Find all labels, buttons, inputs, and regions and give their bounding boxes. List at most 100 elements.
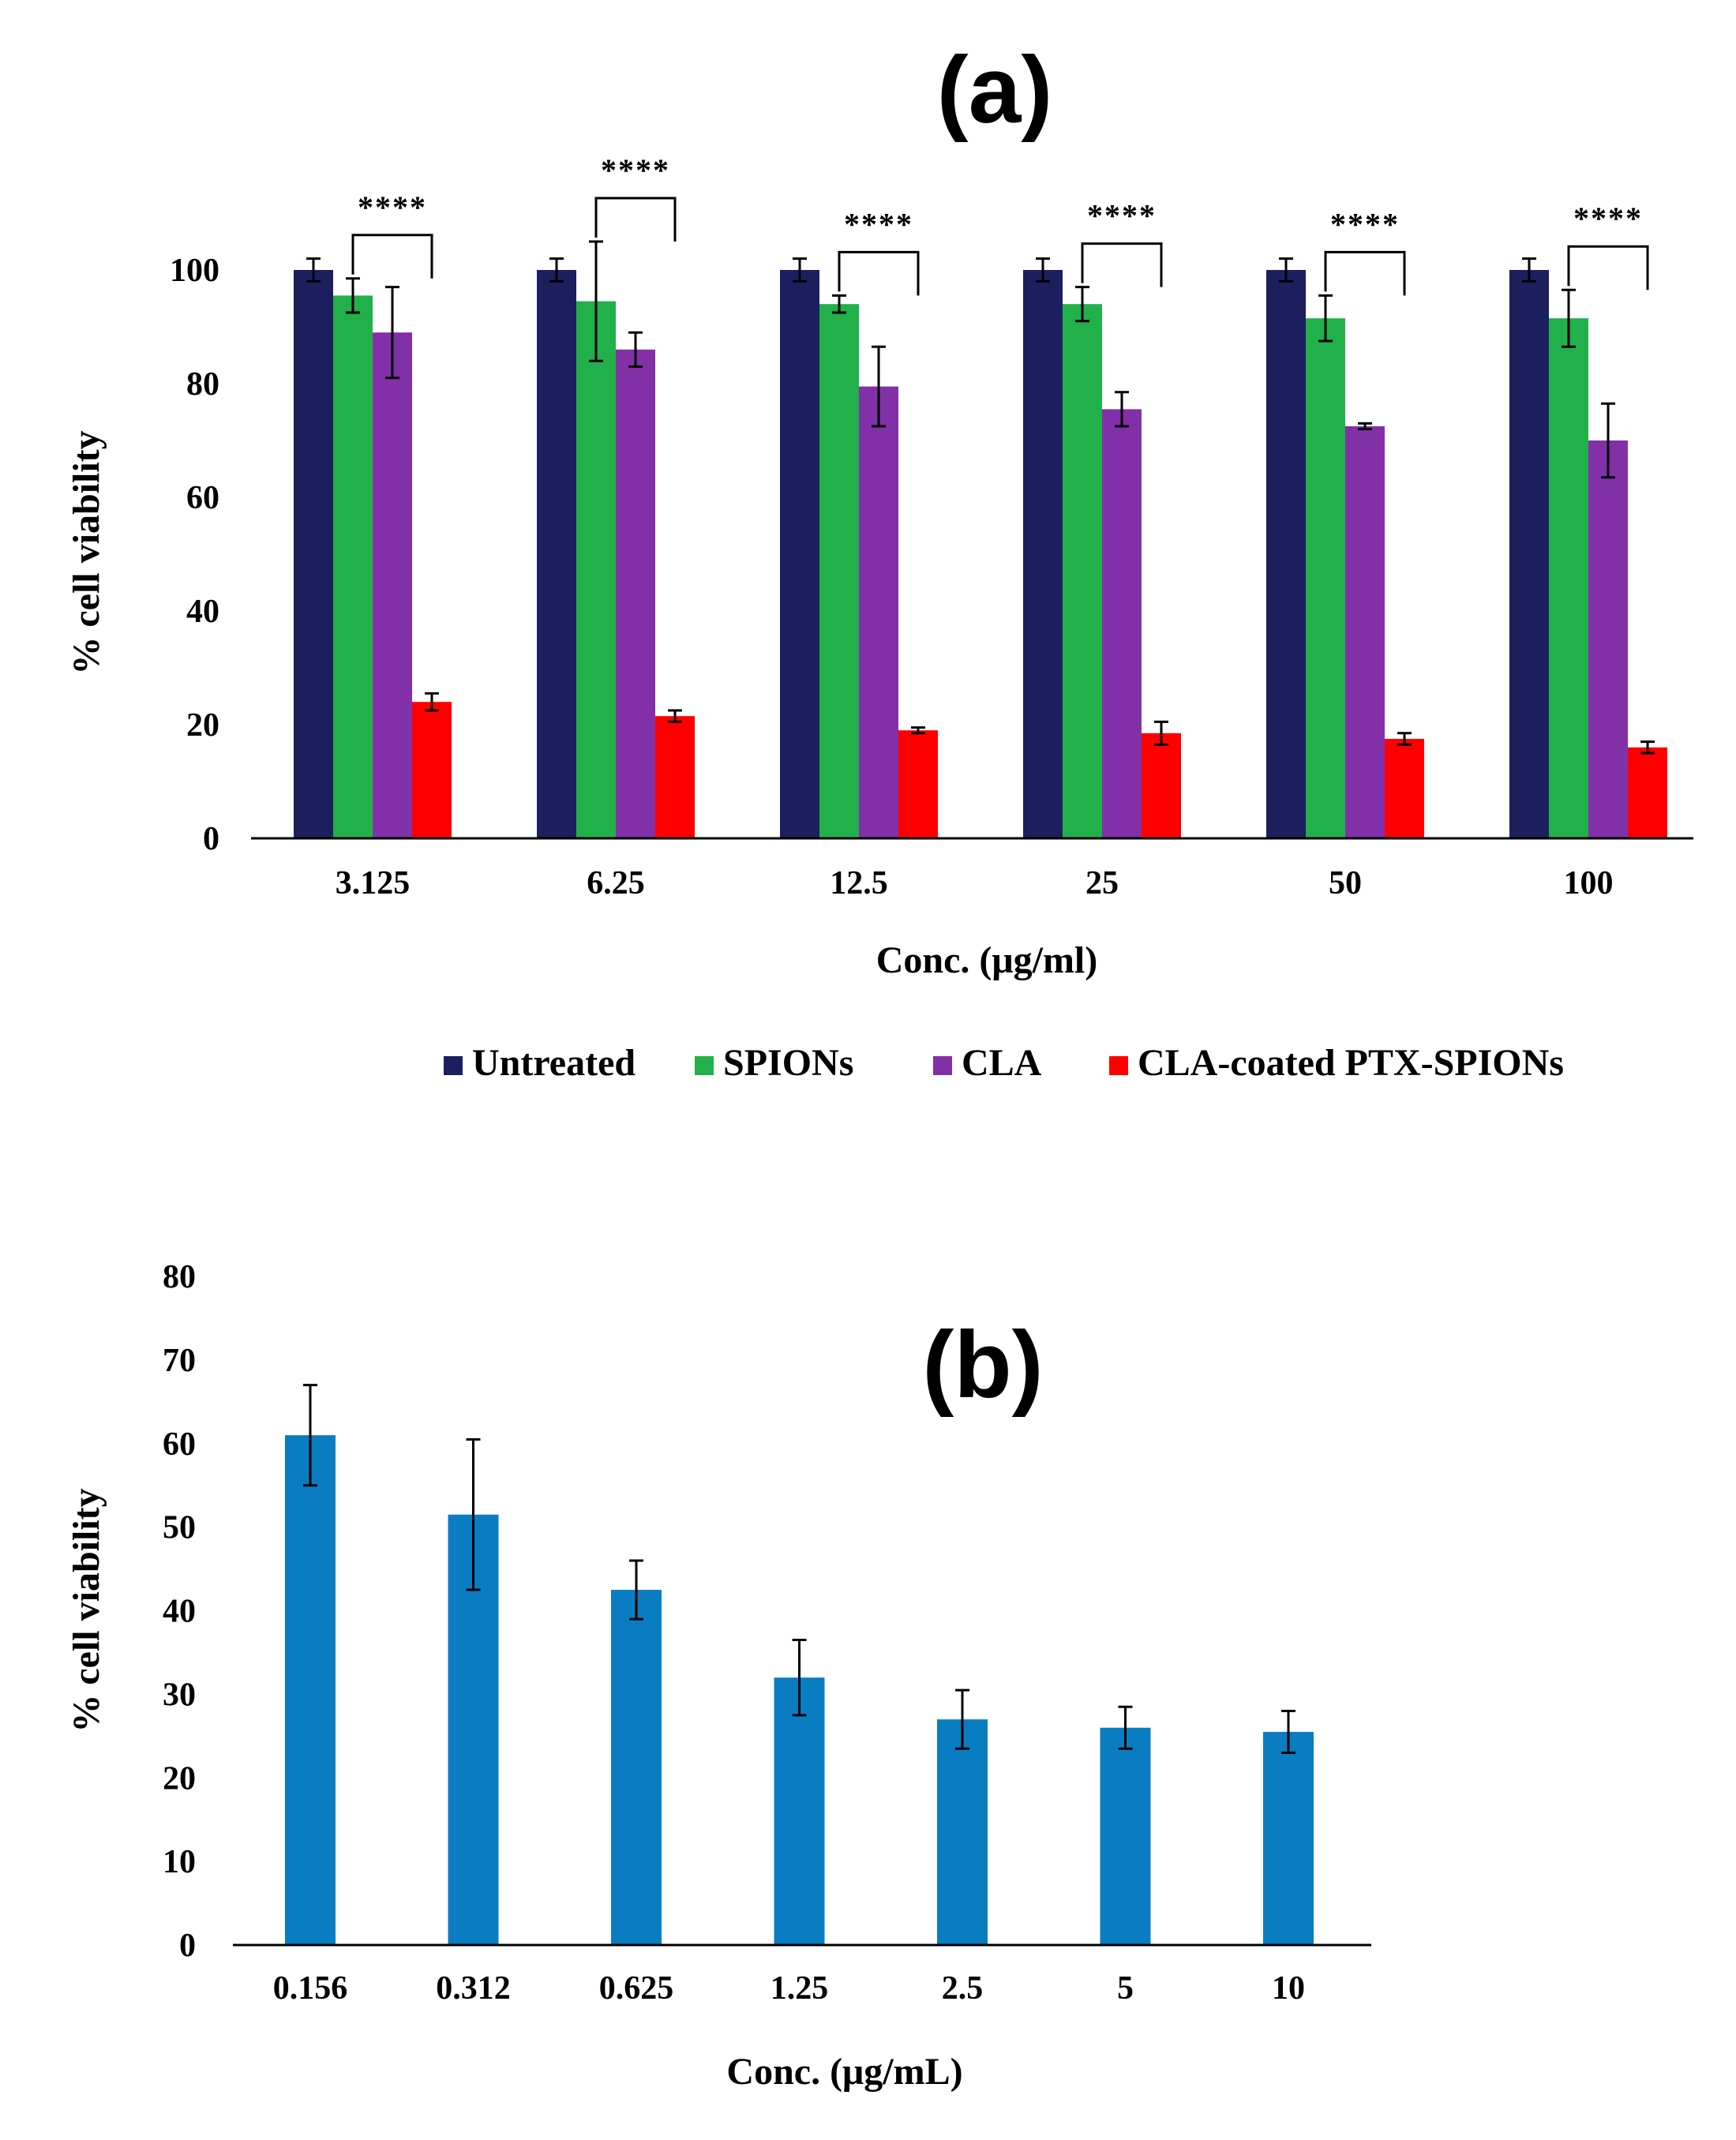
panel-a-y-axis-title: % cell viability [66, 430, 107, 674]
panel-a-significance-bracket [838, 250, 920, 296]
panel-a-error-bar [668, 709, 682, 723]
panel-a-significance-label: **** [601, 152, 670, 188]
panel-b-chart: (b) 0 10 20 30 40 50 60 70 80 0.156 0.312 0.625 1.2… [66, 1259, 1371, 2093]
panel-a-bar-untreated [1509, 270, 1549, 838]
panel-a-significance-label: **** [1330, 206, 1400, 242]
panel-a-x-tick-label: 6.25 [587, 865, 645, 901]
panel-b-y-tick-label: 20 [163, 1760, 196, 1797]
panel-b-y-tick-label: 50 [163, 1510, 196, 1546]
panel-a-bar-cla [1588, 440, 1628, 838]
panel-a-bar-cla-coated-ptx-spions [655, 716, 695, 838]
panel-b-x-tick-label: 0.625 [599, 1970, 674, 2007]
panel-a-error-bar [1601, 402, 1615, 479]
panel-b-bar [1263, 1732, 1314, 1945]
panel-a-y-tick-label: 0 [203, 821, 219, 857]
panel-a-error-bar [1318, 294, 1333, 343]
panel-a-error-bar [1154, 720, 1168, 746]
panel-a-legend: Untreated SPIONs CLA CLA-coated PTX-SPIONs [444, 1042, 1564, 1084]
panel-b-y-tick-label: 30 [163, 1677, 196, 1713]
panel-b-x-tick-label: 2.5 [942, 1970, 984, 2007]
panel-a-y-tick-label: 80 [186, 366, 219, 403]
panel-a-bar-untreated [780, 270, 819, 838]
panel-a-x-tick-label: 100 [1564, 865, 1614, 901]
panel-b-error-bar [303, 1384, 317, 1487]
panel-b-bar [774, 1677, 825, 1945]
panel-a-error-bar [1522, 257, 1536, 283]
panel-a-bar-spions [1549, 318, 1588, 838]
panel-b-bar [937, 1719, 988, 1945]
panel-a-bar-cla [1102, 409, 1142, 838]
panel-a-bar-cla [1345, 426, 1385, 838]
panel-a-error-bar [793, 257, 807, 283]
panel-a-significance-bracket [594, 197, 677, 242]
panel-a-x-tick-label: 25 [1085, 865, 1119, 901]
panel-a-error-bar [425, 691, 439, 712]
panel-a-significance-bracket [1567, 245, 1649, 290]
panel-a-bar-spions [819, 304, 859, 838]
panel-a-bar-cla-coated-ptx-spions [412, 702, 452, 838]
panel-a-error-bar [911, 726, 925, 735]
panel-a-bar-untreated [537, 270, 576, 838]
panel-a-bar-cla [373, 332, 412, 838]
panel-b-label: (b) [922, 1312, 1043, 1418]
panel-a-significance-label: **** [358, 189, 427, 225]
panel-a-error-bar [1562, 288, 1576, 348]
panel-a-y-tick-label: 60 [186, 480, 219, 516]
panel-b-y-tick-label: 70 [163, 1343, 196, 1379]
panel-b-bar [285, 1435, 336, 1945]
panel-b-x-tick-label: 1.25 [771, 1970, 829, 2007]
panel-a-legend-label: CLA [962, 1042, 1042, 1084]
panel-a-y-tick-label: 20 [186, 707, 219, 744]
panel-a-legend-swatch [1109, 1056, 1128, 1075]
panel-b-error-bar [629, 1559, 643, 1621]
panel-b-y-tick-label: 40 [163, 1594, 196, 1630]
panel-a-error-bar [1640, 740, 1655, 755]
panel-b-error-bar [1281, 1710, 1295, 1754]
panel-b-y-axis-title: % cell viability [66, 1488, 107, 1732]
panel-a-y-tick-label: 100 [170, 253, 219, 289]
panel-b-x-ticks: 0.156 0.312 0.625 1.25 2.5 5 10 [273, 1970, 1305, 2007]
panel-a-bar-cla-coated-ptx-spions [898, 730, 938, 838]
panel-a-significance-label: **** [1087, 198, 1157, 234]
panel-a-significance-bracket [351, 234, 433, 279]
panel-a-error-bar [1036, 257, 1050, 283]
panel-a-significance: **** **** **** **** **** **** [351, 152, 1649, 296]
panel-a-y-ticks: 0 20 40 60 80 100 [170, 253, 219, 857]
panel-a-bar-spions [576, 301, 616, 839]
panel-b-x-tick-label: 5 [1117, 1970, 1134, 2007]
panel-a-bars [294, 240, 1667, 839]
panel-b-bar [611, 1590, 662, 1945]
panel-a-error-bar [628, 331, 643, 368]
panel-a-x-ticks: 3.125 6.25 12.5 25 50 100 [336, 865, 1614, 901]
panel-a-x-tick-label: 50 [1329, 865, 1362, 901]
panel-b-error-bar [466, 1437, 481, 1591]
panel-a-error-bar [1279, 257, 1293, 283]
panel-a-legend-label: Untreated [472, 1042, 636, 1084]
panel-a-y-tick-label: 40 [186, 594, 219, 630]
panel-a-error-bar [1115, 391, 1129, 428]
panel-a-bar-cla [616, 349, 655, 838]
panel-a-error-bar [1075, 286, 1089, 323]
panel-b-error-bar [1118, 1705, 1133, 1750]
panel-b-y-tick-label: 0 [179, 1928, 196, 1964]
panel-b-x-tick-label: 0.312 [436, 1970, 511, 2007]
panel-a-x-axis-title: Conc. (μg/ml) [876, 939, 1098, 981]
panel-a-x-tick-label: 12.5 [830, 865, 888, 901]
panel-b-y-tick-label: 10 [163, 1844, 196, 1880]
panel-a-legend-label: CLA-coated PTX-SPIONs [1138, 1042, 1564, 1084]
panel-a-legend-label: SPIONs [723, 1042, 853, 1084]
panel-b-y-tick-label: 80 [163, 1259, 196, 1295]
panel-a-error-bar [589, 240, 603, 362]
panel-a-x-tick-label: 3.125 [336, 865, 411, 901]
panel-b-y-tick-label: 60 [163, 1426, 196, 1463]
panel-a-bar-untreated [1266, 270, 1306, 838]
panel-a-legend-swatch [695, 1056, 714, 1075]
panel-a-error-bar [346, 277, 360, 314]
panel-a-error-bar [1397, 732, 1412, 746]
panel-a-legend-swatch [444, 1056, 463, 1075]
panel-a-bar-cla-coated-ptx-spions [1385, 739, 1424, 838]
panel-a-error-bar [306, 257, 321, 283]
